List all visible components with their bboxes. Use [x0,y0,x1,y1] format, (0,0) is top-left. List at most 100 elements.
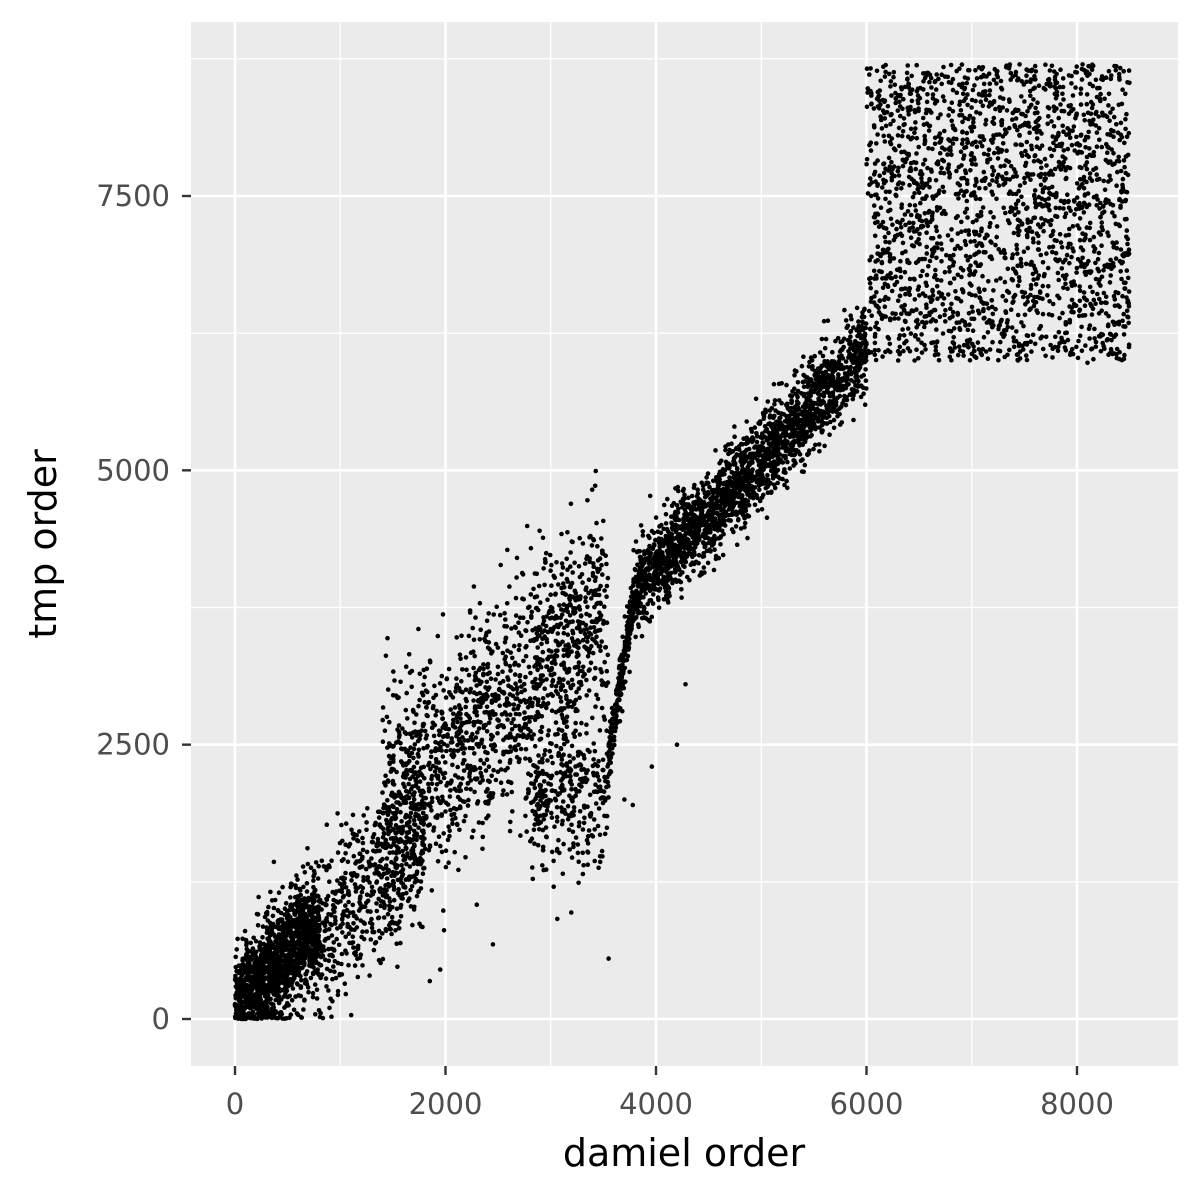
data-point [408,768,414,773]
data-point [500,792,505,798]
data-point [462,758,467,763]
data-point [627,600,633,605]
data-point [537,806,542,811]
data-point [450,762,455,768]
data-point [316,915,322,921]
data-point [375,809,381,815]
data-point [585,862,591,867]
data-point [561,771,566,777]
data-point [466,797,471,803]
data-point [785,485,790,491]
data-point [291,1007,297,1013]
data-point [545,629,551,635]
data-point [568,582,574,587]
data-point [568,564,573,569]
data-point [563,689,568,694]
data-point [438,779,443,785]
data-point [541,566,546,571]
data-point [380,739,386,744]
data-point [511,702,517,707]
data-point [580,850,585,856]
data-point [640,533,646,538]
data-point [537,737,543,742]
data-point [385,779,391,784]
data-point [339,889,345,895]
data-point [401,857,407,863]
data-point [565,680,571,685]
data-point [331,948,337,953]
data-point [597,859,603,865]
data-point [559,607,564,612]
data-point [267,972,272,978]
data-point [441,928,447,933]
data-point [451,749,456,755]
data-point [251,935,256,941]
data-point [591,770,596,776]
data-point [331,964,336,969]
data-point [245,960,251,965]
data-point [232,1003,238,1008]
data-point [311,919,317,924]
data-point [400,853,406,858]
data-point [384,888,389,893]
data-point [569,855,575,860]
data-point [303,898,309,903]
data-point [590,834,596,839]
data-point [309,914,315,920]
data-point [454,807,459,812]
data-point [471,723,477,728]
data-point [589,543,595,548]
data-point [244,997,250,1003]
data-point [504,601,510,606]
data-point [374,866,380,871]
data-point [579,767,584,773]
data-point [514,687,520,692]
data-point [421,667,427,673]
data-point [485,661,491,667]
data-point [631,580,636,585]
data-point [378,903,384,909]
data-point [404,861,409,867]
data-point [276,948,281,954]
data-point [414,869,420,874]
data-point [264,969,270,974]
data-point [411,797,417,802]
data-point [566,704,571,709]
data-point [438,800,443,806]
data-point [305,846,310,851]
data-point [545,693,551,698]
data-point [576,880,581,886]
data-point [394,807,400,812]
data-point [257,943,262,949]
data-point [299,1015,305,1020]
data-point [558,699,564,704]
data-point [506,779,511,784]
data-point [542,752,547,757]
data-point [587,556,592,561]
data-point [490,692,495,698]
data-point [549,708,555,713]
data-point [400,726,405,731]
data-point [543,787,548,793]
data-point [376,815,382,820]
data-point [561,788,567,793]
data-point [304,889,310,894]
data-point [801,469,806,475]
data-point [350,940,356,945]
data-point [308,865,314,870]
data-point [375,836,381,842]
data-point [360,929,365,934]
data-point [505,700,511,706]
data-point [294,1011,300,1016]
data-point [392,678,397,683]
data-point [576,664,581,670]
data-point [305,861,311,867]
data-point [360,963,365,968]
data-point [534,594,540,599]
data-point [601,618,606,624]
data-point [403,707,409,713]
data-point [476,820,482,825]
data-point [570,829,576,835]
data-point [546,648,552,653]
data-point [597,832,603,838]
